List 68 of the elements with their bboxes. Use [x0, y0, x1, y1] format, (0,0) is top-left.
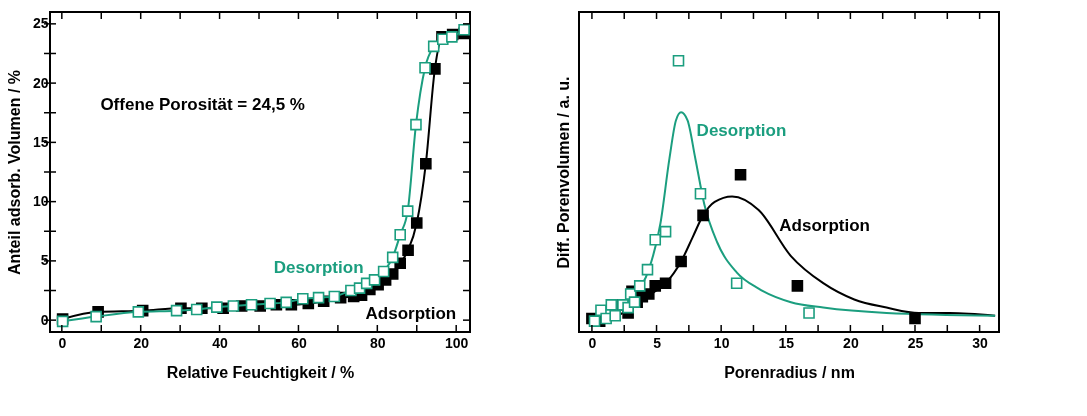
x-tick-label: 20: [133, 334, 150, 351]
point: [427, 40, 440, 53]
point: [609, 309, 621, 322]
point: [659, 277, 672, 289]
y-tick-label: 5: [40, 252, 49, 269]
point: [377, 265, 390, 278]
legend-label: Adsorption: [365, 304, 457, 324]
point: [420, 157, 432, 170]
x-tick-label: 15: [778, 334, 795, 351]
point: [734, 168, 747, 181]
y-axis-title: Anteil adsorb. Volumen / %: [5, 69, 23, 276]
point: [659, 225, 672, 238]
point: [649, 234, 662, 246]
x-axis-title: Relative Feuchtigkeit / %: [166, 363, 355, 381]
x-tick-label: 80: [370, 334, 386, 351]
y-tick-label: 20: [32, 74, 49, 91]
point: [190, 303, 203, 316]
point: [211, 301, 223, 313]
text: Desorption: [696, 121, 787, 141]
point: [791, 280, 804, 292]
point: [296, 293, 309, 305]
point: [312, 291, 325, 304]
point: [649, 280, 662, 292]
point: [264, 297, 276, 310]
point: [672, 55, 685, 67]
point: [633, 280, 646, 292]
point: [730, 277, 743, 289]
y-axis-title: Diff. Porenvolumen / a. u.: [554, 76, 572, 269]
point: [245, 298, 258, 311]
point: [675, 255, 687, 268]
point: [458, 23, 470, 36]
point: [90, 310, 102, 323]
x-tick-label: 20: [843, 334, 859, 351]
x-tick-label: 100: [445, 334, 469, 351]
point: [697, 209, 709, 222]
point: [909, 312, 921, 325]
point: [641, 263, 654, 276]
point: [227, 300, 240, 312]
point: [401, 205, 414, 217]
point: [429, 63, 441, 75]
point: [694, 187, 707, 200]
point: [280, 296, 293, 309]
x-tick-label: 60: [291, 334, 307, 351]
point: [410, 217, 423, 229]
x-axis-title: Porenradius / nm: [724, 363, 855, 381]
point: [419, 61, 431, 74]
annotation: Offene Porosität = 24,5 %: [100, 94, 305, 114]
x-tick-label: 30: [972, 334, 989, 351]
y-tick-label: 25: [32, 15, 49, 32]
y-tick-label: 0: [40, 311, 49, 328]
x-tick-label: 0: [588, 334, 597, 351]
x-tick-label: 25: [907, 334, 924, 351]
point: [402, 244, 414, 257]
x-tick-label: 40: [212, 334, 229, 351]
text: Adsorption: [779, 216, 870, 236]
point: [386, 251, 399, 264]
point: [170, 304, 183, 317]
y-tick-label: 15: [32, 133, 49, 150]
point: [328, 290, 341, 303]
point: [132, 306, 145, 318]
x-tick-label: 5: [653, 334, 662, 351]
point: [410, 118, 422, 131]
y-tick-label: 10: [32, 193, 49, 210]
point: [368, 274, 381, 286]
x-tick-label: 0: [58, 334, 67, 351]
x-tick-label: 10: [713, 334, 730, 351]
point: [394, 229, 406, 241]
series-label: Desorption: [273, 258, 364, 277]
